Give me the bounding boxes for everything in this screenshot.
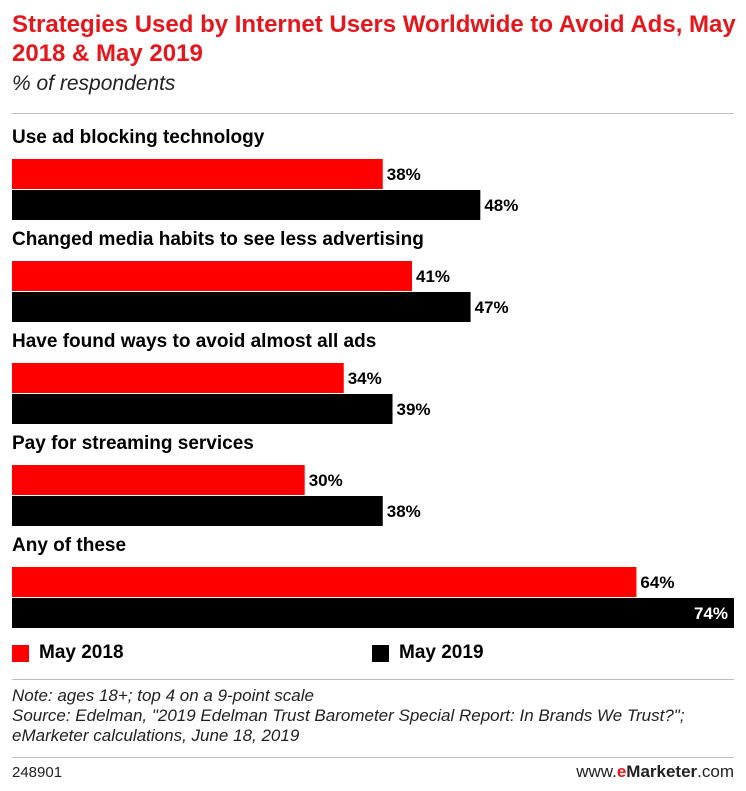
bar-have-found-ways-to-avoid-almost-all-ads-may-2018 <box>12 363 344 393</box>
legend-label: May 2018 <box>39 642 124 663</box>
note-text: Note: ages 18+; top 4 on a 9-point scale <box>12 686 314 705</box>
data-label-use-ad-blocking-technology-may-2019: 48% <box>484 196 518 215</box>
title-divider <box>12 113 734 114</box>
bar-changed-media-habits-to-see-less-advertising-may-2019 <box>12 292 471 322</box>
category-label-have-found-ways-to-avoid-almost-all-ads: Have found ways to avoid almost all ads <box>12 331 376 352</box>
chart-title: Strategies Used by Internet Users Worldw… <box>12 11 736 67</box>
category-label-changed-media-habits-to-see-less-advertising: Changed media habits to see less adverti… <box>12 229 424 250</box>
footer-divider <box>12 757 734 758</box>
data-label-have-found-ways-to-avoid-almost-all-ads-may-2018: 34% <box>348 369 382 388</box>
legend-item-may-2019: May 2019 <box>372 642 484 664</box>
bar-changed-media-habits-to-see-less-advertising-may-2018 <box>12 261 413 291</box>
data-label-pay-for-streaming-services-may-2018: 30% <box>309 471 343 490</box>
data-label-any-of-these-may-2018: 64% <box>640 573 674 592</box>
category-label-pay-for-streaming-services: Pay for streaming services <box>12 433 254 454</box>
bar-use-ad-blocking-technology-may-2019 <box>12 190 481 220</box>
legend-swatch-black <box>372 644 389 662</box>
category-label-use-ad-blocking-technology: Use ad blocking technology <box>12 127 265 148</box>
bar-use-ad-blocking-technology-may-2018 <box>12 159 383 189</box>
data-label-changed-media-habits-to-see-less-advertising-may-2019: 47% <box>475 298 509 317</box>
legend-label: May 2019 <box>399 642 484 663</box>
data-label-any-of-these-may-2019: 74% <box>694 604 728 623</box>
bar-have-found-ways-to-avoid-almost-all-ads-may-2019 <box>12 394 393 424</box>
bar-pay-for-streaming-services-may-2018 <box>12 465 305 495</box>
legend: May 2018 May 2019 <box>0 642 746 668</box>
data-label-have-found-ways-to-avoid-almost-all-ads-may-2019: 39% <box>397 400 431 419</box>
bar-any-of-these-may-2018 <box>12 567 637 597</box>
chart-subtitle: % of respondents <box>12 72 176 95</box>
legend-swatch-red <box>12 644 29 662</box>
bar-any-of-these-may-2019 <box>12 598 734 628</box>
chart-notes: Note: ages 18+; top 4 on a 9-point scale… <box>12 686 734 746</box>
brand-logo: www.eMarketer.com <box>576 762 734 781</box>
data-label-use-ad-blocking-technology-may-2018: 38% <box>387 165 421 184</box>
bar-pay-for-streaming-services-may-2019 <box>12 496 383 526</box>
source-text: Source: Edelman, "2019 Edelman Trust Bar… <box>12 706 685 745</box>
legend-divider <box>12 679 734 680</box>
data-label-changed-media-habits-to-see-less-advertising-may-2018: 41% <box>416 267 450 286</box>
legend-item-may-2018: May 2018 <box>12 642 124 664</box>
data-label-pay-for-streaming-services-may-2019: 38% <box>387 502 421 521</box>
category-label-any-of-these: Any of these <box>12 535 126 556</box>
bar-chart: Use ad blocking technology 38% 48% Changed … <box>12 127 734 628</box>
chart-id: 248901 <box>12 764 63 781</box>
